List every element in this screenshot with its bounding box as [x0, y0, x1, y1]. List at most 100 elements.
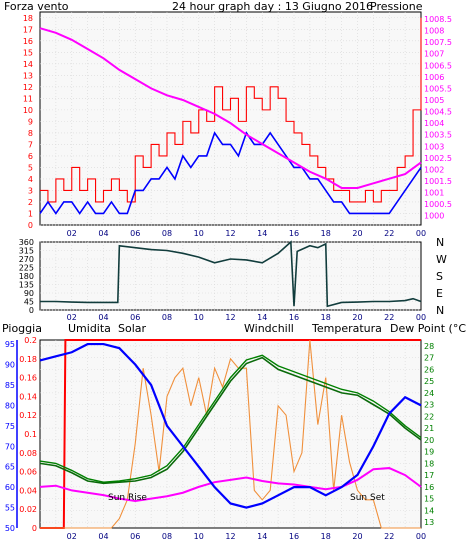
x-tick-label: 12 [225, 229, 235, 238]
x-tick-label: 20 [352, 532, 362, 541]
pressure-tick-label: 1001 [424, 189, 444, 198]
rain-tick-label: 0.2 [24, 336, 37, 345]
solar-line [40, 339, 421, 529]
rain-tick-label: 0.12 [19, 411, 37, 420]
wind-tick-label: 2 [28, 198, 33, 207]
x-tick-label: 12 [225, 532, 235, 541]
pressure-tick-label: 1003 [424, 142, 444, 151]
x-tick-label: 22 [384, 229, 394, 238]
wind-tick-label: 1 [28, 209, 33, 218]
windchill-label: Windchill [244, 322, 294, 335]
temperature-tick-label: 24 [424, 389, 434, 398]
compass-label: S [436, 270, 443, 283]
temperature-tick-label: 20 [424, 436, 434, 445]
humidity-tick-label: 90 [5, 361, 15, 370]
humidity-tick-label: 50 [5, 524, 15, 533]
wind-tick-label: 12 [23, 83, 33, 92]
x-tick-label: 06 [130, 532, 140, 541]
direction-tick-label: 45 [24, 298, 34, 307]
temperature-tick-label: 26 [424, 365, 434, 374]
pressure-line [39, 27, 422, 189]
temperature-tick-label: 18 [424, 459, 434, 468]
wind-tick-label: 3 [28, 186, 33, 195]
x-tick-label: 02 [67, 532, 77, 541]
x-tick-label: 00 [416, 313, 426, 322]
rain-label: Pioggia [2, 322, 42, 335]
wind-axis-label: Forza vento [4, 0, 69, 13]
wind-pressure-series [39, 17, 422, 215]
x-tick-label: 18 [321, 229, 331, 238]
pressure-tick-label: 1007 [424, 50, 444, 59]
wind-tick-label: 8 [28, 129, 33, 138]
wind-pressure-plot-area [39, 11, 422, 226]
direction-tick-label: 0 [29, 306, 34, 315]
temperature-line [39, 354, 422, 483]
x-tick-label: 00 [416, 229, 426, 238]
x-tick-label: 02 [67, 229, 77, 238]
wind-speed-line [40, 17, 422, 203]
x-tick-label: 08 [162, 313, 172, 322]
x-tick-label: 06 [130, 313, 140, 322]
direction-tick-label: 180 [19, 272, 34, 281]
x-tick-label: 10 [194, 229, 204, 238]
wind-tick-label: 18 [23, 14, 33, 23]
compass-label: E [436, 287, 443, 300]
pressure-tick-label: 1002 [424, 165, 444, 174]
temperature-tick-label: 13 [424, 518, 434, 527]
compass-label: N [436, 236, 444, 249]
pressure-tick-label: 1002.5 [424, 154, 452, 163]
wind-tick-label: 7 [28, 140, 33, 149]
x-tick-label: 10 [194, 532, 204, 541]
wind-pressure-ticks: 012345678910111213141516171810001000.510… [23, 14, 452, 238]
rain-tick-label: 0 [32, 524, 37, 533]
wind-tick-label: 14 [23, 60, 33, 69]
pressure-tick-label: 1003.5 [424, 131, 452, 140]
wind-direction-series [40, 240, 422, 308]
climate-ticks: 13 14 15 16 17 18 19 20 21 22 23 24 25 26 27 28 50 55 60 65… [5, 336, 434, 541]
x-tick-label: 20 [352, 313, 362, 322]
direction-tick-label: 270 [19, 255, 34, 264]
pressure-tick-label: 1006 [424, 73, 444, 82]
x-tick-label: 16 [289, 313, 299, 322]
x-tick-label: 18 [321, 313, 331, 322]
compass-label: N [436, 304, 444, 317]
temperature-tick-label: 27 [424, 354, 434, 363]
rain-tick-label: 0.18 [19, 355, 37, 364]
windchill-line [39, 356, 422, 485]
pressure-tick-label: 1008 [424, 27, 444, 36]
pressure-tick-label: 1004.5 [424, 108, 452, 117]
direction-tick-label: 90 [24, 289, 34, 298]
wind-tick-label: 17 [23, 25, 33, 34]
rain-tick-label: 0.14 [19, 392, 37, 401]
x-tick-label: 16 [289, 532, 299, 541]
wind-tick-label: 9 [28, 117, 33, 126]
temperature-tick-label: 28 [424, 342, 434, 351]
pressure-tick-label: 1005 [424, 96, 444, 105]
x-tick-label: 16 [289, 229, 299, 238]
direction-tick-label: 360 [19, 238, 34, 247]
x-tick-label: 04 [98, 229, 108, 238]
temperature-tick-label: 14 [424, 506, 434, 515]
temperature-tick-label: 25 [424, 377, 434, 386]
temperature-label: Temperatura [311, 322, 382, 335]
x-tick-label: 22 [384, 532, 394, 541]
x-tick-label: 00 [416, 532, 426, 541]
x-tick-label: 14 [257, 532, 267, 541]
dewpoint-label: Dew Point (°C) [390, 322, 466, 335]
sunrise-annotation: Sun Rise [108, 493, 147, 503]
pressure-axis-label: Pressione [370, 0, 423, 13]
x-tick-label: 08 [162, 532, 172, 541]
wind-tick-label: 6 [28, 152, 33, 161]
humidity-tick-label: 95 [5, 340, 15, 349]
humidity-tick-label: 85 [5, 381, 15, 390]
wind-tick-label: 11 [23, 94, 33, 103]
x-tick-label: 22 [384, 313, 394, 322]
pressure-tick-label: 1008.5 [424, 15, 452, 24]
x-tick-label: 12 [225, 313, 235, 322]
humidity-tick-label: 60 [5, 483, 15, 492]
rain-tick-label: 0.1 [24, 430, 37, 439]
temperature-tick-label: 22 [424, 412, 434, 421]
x-tick-label: 14 [257, 229, 267, 238]
